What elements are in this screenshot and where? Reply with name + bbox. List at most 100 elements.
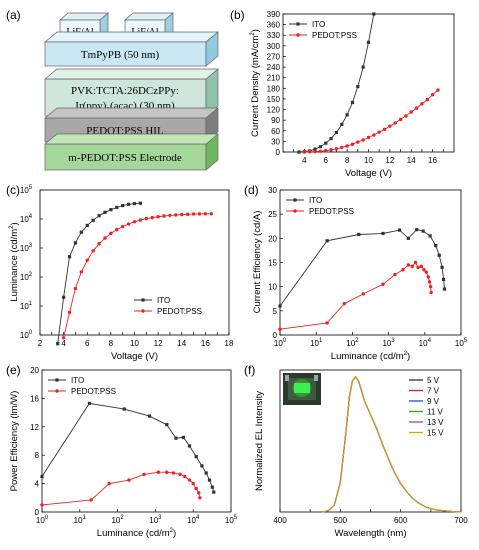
data-point-pedot: [382, 127, 387, 132]
data-point-pedot: [366, 135, 371, 140]
data-point-pedot: [107, 481, 111, 486]
data-point-pedot: [97, 242, 101, 246]
data-point-pedot: [436, 88, 440, 92]
chart-power-efficiency: 100 101 102 103 104 105 0 4 8 12 16 20 Luminance (cd…: [9, 366, 238, 539]
data-point-pedot: [361, 292, 365, 296]
data-point-ito: [357, 232, 361, 237]
legend-marker: [296, 33, 300, 37]
legend-label: ITO: [71, 376, 84, 385]
y-tick-label: 0: [276, 148, 281, 157]
data-point-ito: [297, 150, 301, 154]
data-point-pedot: [198, 496, 202, 500]
data-point-pedot: [150, 215, 154, 220]
y-tick-label: 102: [20, 272, 33, 282]
data-point-pedot: [127, 478, 131, 482]
data-point-ito: [278, 304, 282, 308]
data-point-ito: [138, 201, 143, 205]
chart-luminance-voltage: 2 4 6 8 10 12 14 16 18 100 101 102 103 104 105 Voltage …: [9, 185, 234, 362]
data-point-ito: [406, 236, 410, 240]
x-axis-label: Wavelength (nm): [335, 528, 407, 539]
y-tick-label: 20: [30, 366, 39, 375]
data-point-pedot: [132, 220, 137, 224]
x-tick-label: 105: [455, 338, 468, 348]
data-point-pedot: [302, 150, 307, 154]
data-point-ito: [324, 141, 328, 145]
layer-eml-label-1: PVK:TCTA:26DCzPPy:: [71, 85, 179, 97]
x-tick-label: 101: [310, 338, 323, 348]
y-tick-label: 240: [267, 63, 281, 72]
data-point-pedot: [409, 110, 413, 114]
x-tick-label: 12: [385, 156, 394, 165]
data-point-pedot: [404, 114, 408, 118]
data-point-pedot: [318, 149, 323, 153]
data-point-pedot: [350, 142, 355, 146]
x-tick-label: 100: [36, 515, 49, 525]
data-point-ito: [132, 201, 137, 206]
data-point-ito: [97, 214, 101, 218]
data-point-pedot: [191, 481, 195, 486]
data-point-pedot: [313, 149, 317, 154]
data-point-ito: [109, 208, 113, 212]
data-point-pedot: [185, 212, 190, 217]
data-point-pedot: [393, 121, 397, 125]
data-point-ito: [147, 414, 152, 418]
y-tick-label: 270: [267, 52, 281, 61]
data-point-pedot: [414, 106, 419, 110]
x-tick-label: 12: [154, 339, 163, 348]
data-point-pedot: [40, 503, 44, 507]
y-tick-label: 101: [20, 301, 33, 311]
data-point-pedot: [126, 222, 131, 226]
data-point-ito: [421, 229, 425, 233]
data-point-pedot: [61, 336, 66, 340]
x-tick-label: 16: [428, 156, 437, 165]
data-point-pedot: [73, 286, 78, 291]
x-tick-label: 104: [419, 338, 432, 348]
y-tick-label: 104: [20, 214, 33, 224]
data-point-ito: [356, 84, 360, 89]
data-point-ito: [56, 342, 60, 346]
data-point-pedot: [430, 92, 435, 97]
legend-label: 5 V: [427, 376, 440, 385]
data-point-ito: [340, 122, 344, 126]
series-line-pedot: [63, 213, 212, 338]
legend-label: ITO: [312, 20, 325, 29]
data-point-ito: [440, 265, 444, 269]
x-tick-label: 14: [177, 339, 186, 348]
layer-tmpypb: [44, 41, 207, 67]
y-tick-label: 30: [271, 137, 280, 146]
data-point-ito: [329, 136, 333, 141]
data-point-ito: [210, 485, 214, 489]
y-tick-label: 90: [271, 116, 280, 125]
plot-frame: [282, 13, 455, 153]
x-tick-label: 6: [324, 156, 329, 165]
spectrum-line-11V: [322, 376, 461, 513]
data-point-pedot: [429, 290, 433, 295]
panel-a: (a) LiF/Al LiF/Al TmPyPB (50 nm) PVK:TCT…: [6, 8, 219, 171]
data-point-ito: [442, 287, 447, 291]
series-line-pedot: [279, 261, 432, 330]
data-point-pedot: [85, 258, 89, 262]
data-point-ito: [165, 423, 169, 427]
data-point-pedot: [187, 478, 192, 482]
data-point-pedot: [416, 265, 420, 270]
data-point-pedot: [428, 284, 433, 289]
spectrum-line-5V: [322, 376, 462, 513]
x-tick-label: 103: [149, 515, 162, 525]
plot-frame: [279, 189, 462, 336]
series-line-ito: [279, 229, 445, 307]
x-tick-label: 500: [334, 516, 348, 525]
y-tick-label: 120: [267, 106, 281, 115]
y-tick-label: 0: [273, 331, 278, 340]
data-point-pedot: [372, 133, 376, 137]
y-tick-label: 16: [30, 394, 39, 403]
legend-label: 13 V: [427, 418, 444, 427]
data-point-ito: [174, 436, 178, 440]
data-point-pedot: [388, 124, 392, 128]
x-tick-label: 8: [109, 339, 114, 348]
y-tick-label: 10: [268, 283, 277, 292]
y-tick-label: 180: [267, 84, 281, 93]
data-point-ito: [318, 145, 323, 149]
y-axis-label: Power Efficiency (lm/W): [9, 391, 20, 492]
data-point-ito: [313, 147, 317, 151]
